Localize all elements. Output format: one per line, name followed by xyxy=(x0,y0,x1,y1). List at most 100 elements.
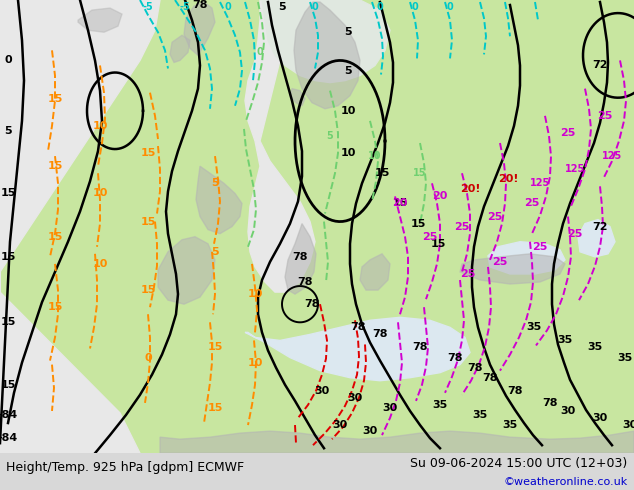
Text: 0: 0 xyxy=(446,2,453,12)
Text: 20!: 20! xyxy=(498,174,518,184)
Polygon shape xyxy=(245,0,315,292)
Text: 78: 78 xyxy=(482,373,498,383)
Text: 15: 15 xyxy=(374,168,390,178)
Text: 78: 78 xyxy=(297,277,313,287)
Text: Height/Temp. 925 hPa [gdpm] ECMWF: Height/Temp. 925 hPa [gdpm] ECMWF xyxy=(6,461,245,474)
Text: 30: 30 xyxy=(382,403,398,413)
Text: -84: -84 xyxy=(0,410,18,420)
Text: 0: 0 xyxy=(312,2,318,12)
Text: 0: 0 xyxy=(144,353,152,363)
Text: 15: 15 xyxy=(207,343,223,352)
Polygon shape xyxy=(488,242,565,274)
Polygon shape xyxy=(0,0,160,272)
Text: 15: 15 xyxy=(140,148,156,158)
Text: 5: 5 xyxy=(211,247,219,257)
Text: 25: 25 xyxy=(422,232,437,242)
Text: 5: 5 xyxy=(344,66,352,75)
Polygon shape xyxy=(184,2,215,55)
Text: 15: 15 xyxy=(0,252,16,262)
Text: 20!: 20! xyxy=(460,184,480,195)
Text: 25: 25 xyxy=(567,229,583,239)
Text: 35: 35 xyxy=(587,343,603,352)
Text: 30: 30 xyxy=(314,386,330,396)
Text: 30: 30 xyxy=(592,413,607,423)
Text: 35: 35 xyxy=(526,322,541,332)
Polygon shape xyxy=(196,166,242,234)
Polygon shape xyxy=(170,35,190,62)
Text: 125: 125 xyxy=(602,151,622,161)
Polygon shape xyxy=(460,254,565,284)
Polygon shape xyxy=(260,0,390,83)
Text: 25: 25 xyxy=(524,198,540,208)
Text: 5: 5 xyxy=(211,178,219,188)
Polygon shape xyxy=(290,89,305,106)
Text: 15: 15 xyxy=(430,239,446,249)
Text: 35: 35 xyxy=(557,336,573,345)
Text: 72: 72 xyxy=(592,221,608,232)
Text: 15: 15 xyxy=(140,285,156,295)
Text: 25: 25 xyxy=(597,111,612,121)
Text: 25: 25 xyxy=(533,242,548,252)
Text: 78: 78 xyxy=(467,363,482,372)
Text: 10: 10 xyxy=(340,106,356,116)
Text: -5: -5 xyxy=(143,2,153,12)
Text: 78: 78 xyxy=(372,329,388,340)
Text: 78: 78 xyxy=(507,386,523,396)
Text: 78: 78 xyxy=(192,0,208,10)
Text: 10: 10 xyxy=(247,289,262,299)
Text: Su 09-06-2024 15:00 UTC (12+03): Su 09-06-2024 15:00 UTC (12+03) xyxy=(410,457,628,470)
Text: ©weatheronline.co.uk: ©weatheronline.co.uk xyxy=(503,477,628,487)
Polygon shape xyxy=(0,0,140,453)
Text: 15: 15 xyxy=(0,380,16,390)
Text: 72: 72 xyxy=(592,60,608,71)
Text: 25: 25 xyxy=(493,257,508,267)
Text: -84: -84 xyxy=(0,433,18,443)
Text: 78: 78 xyxy=(447,353,463,363)
Text: 10: 10 xyxy=(368,151,382,161)
Polygon shape xyxy=(78,8,122,32)
Text: 5: 5 xyxy=(278,2,286,12)
Text: 78: 78 xyxy=(542,398,558,408)
Polygon shape xyxy=(245,318,470,381)
Text: 15: 15 xyxy=(410,219,425,229)
Text: 15: 15 xyxy=(413,168,427,178)
Polygon shape xyxy=(578,220,615,257)
Text: 78: 78 xyxy=(304,299,320,309)
Text: 15: 15 xyxy=(0,318,16,327)
Text: 30: 30 xyxy=(347,393,363,403)
Text: 15: 15 xyxy=(48,94,63,104)
Text: 78: 78 xyxy=(350,322,366,332)
Text: 0: 0 xyxy=(224,2,231,12)
Text: 0: 0 xyxy=(411,2,418,12)
Text: 25: 25 xyxy=(460,269,476,279)
Text: 30: 30 xyxy=(560,406,576,416)
Text: 78: 78 xyxy=(292,252,307,262)
Text: 20: 20 xyxy=(392,198,408,208)
Text: 5: 5 xyxy=(4,126,12,136)
Text: 10: 10 xyxy=(247,358,262,368)
Text: 10: 10 xyxy=(93,259,108,269)
Text: 5: 5 xyxy=(344,27,352,37)
Polygon shape xyxy=(285,223,316,294)
Text: 25: 25 xyxy=(488,212,503,221)
Text: -5: -5 xyxy=(179,2,190,12)
Polygon shape xyxy=(360,254,390,290)
Text: 30: 30 xyxy=(623,420,634,430)
Text: 30: 30 xyxy=(363,426,378,436)
Text: 35: 35 xyxy=(618,353,633,363)
Text: 125: 125 xyxy=(530,178,550,188)
Text: 35: 35 xyxy=(472,410,488,420)
Text: 30: 30 xyxy=(332,420,347,430)
Text: 35: 35 xyxy=(502,420,517,430)
Text: 25: 25 xyxy=(455,221,470,232)
Polygon shape xyxy=(158,237,215,304)
Text: 15: 15 xyxy=(140,217,156,226)
Text: 10: 10 xyxy=(93,121,108,131)
Text: 10: 10 xyxy=(340,148,356,158)
Text: 5: 5 xyxy=(327,131,333,141)
Text: 25: 25 xyxy=(560,128,576,138)
Text: 15: 15 xyxy=(0,188,16,198)
Text: 0: 0 xyxy=(377,2,384,12)
Text: 78: 78 xyxy=(412,343,428,352)
Text: 15: 15 xyxy=(392,198,408,208)
